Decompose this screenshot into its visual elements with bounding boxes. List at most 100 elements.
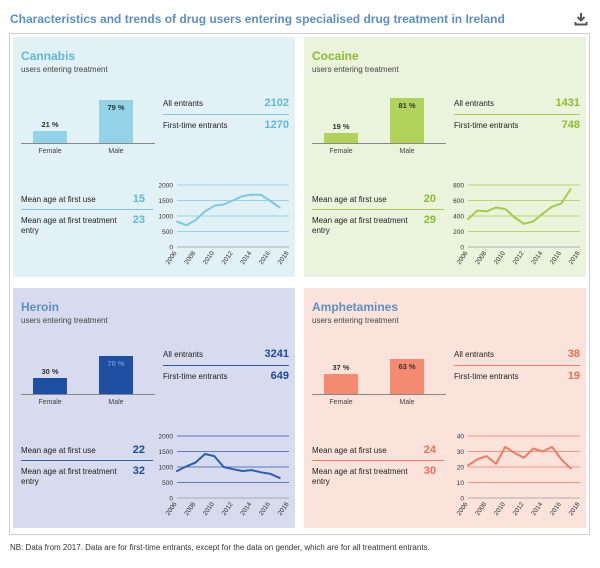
- data-point: [542, 450, 544, 453]
- gender-axis: [312, 143, 446, 144]
- gender-axis: [312, 394, 446, 395]
- data-point: [251, 194, 253, 196]
- y-tick-label: 30: [457, 449, 465, 456]
- first-time-entrants-label: First-time entrants: [163, 372, 228, 381]
- mean-age-first-treatment-value: 23: [132, 214, 145, 226]
- data-point: [195, 461, 197, 463]
- drug-subtitle: users entering treatment: [21, 65, 108, 74]
- mean-age-first-treatment-label-line2: entry: [312, 226, 330, 235]
- male-percent-label: 81 %: [398, 101, 416, 111]
- x-tick-label: 2006: [165, 250, 179, 266]
- x-tick-label: 2014: [239, 501, 253, 517]
- data-point: [486, 455, 488, 457]
- data-point: [241, 195, 243, 197]
- data-point: [514, 452, 516, 454]
- data-point: [495, 206, 497, 209]
- data-point: [570, 467, 572, 470]
- data-point: [269, 200, 271, 202]
- female-percent-label: 37 %: [332, 362, 350, 372]
- mean-age-first-treatment-label: Mean age at first treatment: [21, 216, 117, 225]
- x-tick-label: 2012: [221, 250, 235, 266]
- age-divider: [21, 209, 153, 210]
- female-bar: [33, 131, 67, 143]
- data-point: [560, 203, 562, 205]
- download-icon[interactable]: [572, 10, 590, 28]
- y-tick-label: 1000: [159, 465, 174, 472]
- all-entrants-value: 38: [567, 348, 580, 360]
- mean-age-first-use-label: Mean age at first use: [312, 446, 387, 455]
- female-bar: [33, 377, 67, 394]
- panel-amphetamines: Amphetamines users entering treatment 37 %…: [304, 288, 586, 528]
- male-bar: [390, 98, 424, 143]
- mean-age-first-treatment-label: Mean age at first treatment: [21, 467, 117, 476]
- female-percent-label: 30 %: [41, 366, 59, 376]
- mean-age-first-treatment-label-line2: entry: [21, 477, 39, 486]
- data-point: [467, 218, 469, 220]
- x-tick-label: 2014: [530, 501, 544, 517]
- y-tick-label: 400: [453, 214, 464, 221]
- x-tick-label: 2018: [568, 250, 582, 266]
- series-line: [176, 453, 281, 479]
- data-point: [204, 453, 206, 455]
- data-point: [467, 464, 469, 467]
- first-time-entrants-value: 1270: [264, 119, 289, 131]
- trend-line-chart: 0 500 1000 1500 2000 2006 2008 2010 2012 2014 2016…: [159, 183, 291, 266]
- panel-cannabis: Cannabis users entering treatment 21 % 79 %…: [13, 37, 295, 277]
- y-tick-label: 500: [162, 229, 173, 236]
- y-tick-label: 600: [453, 198, 464, 205]
- female-category-label: Female: [329, 148, 353, 155]
- x-tick-label: 2010: [202, 250, 216, 266]
- mean-age-first-use-value: 20: [423, 193, 436, 205]
- mean-age-first-use-value: 22: [132, 444, 145, 456]
- x-tick-label: 2012: [221, 501, 235, 517]
- drug-name: Cannabis: [21, 49, 76, 63]
- data-point: [176, 470, 178, 472]
- mean-age-first-treatment-label: Mean age at first treatment: [312, 216, 408, 225]
- female-category-label: Female: [329, 399, 353, 406]
- data-point: [570, 188, 572, 190]
- x-tick-label: 2014: [239, 250, 253, 266]
- data-point: [260, 194, 262, 196]
- data-point: [279, 477, 281, 479]
- female-category-label: Female: [38, 399, 62, 406]
- all-entrants-label: All entrants: [163, 350, 204, 359]
- drug-name: Cocaine: [312, 49, 359, 63]
- mean-age-first-treatment-label-line2: entry: [312, 477, 330, 486]
- first-time-entrants-label: First-time entrants: [454, 121, 519, 130]
- x-tick-label: 2018: [568, 501, 582, 517]
- y-tick-label: 800: [453, 183, 464, 190]
- x-tick-label: 2010: [493, 250, 507, 266]
- data-point: [195, 219, 197, 221]
- x-tick-label: 2012: [512, 250, 526, 266]
- mean-age-first-treatment-value: 29: [423, 214, 436, 226]
- male-percent-label: 79 %: [107, 102, 125, 112]
- male-bar: [99, 99, 133, 143]
- y-tick-label: 500: [162, 480, 173, 487]
- first-time-entrants-label: First-time entrants: [163, 121, 228, 130]
- data-point: [523, 223, 525, 225]
- data-point: [176, 220, 178, 223]
- trend-line-chart: 0 10 20 30 40 2006 2008 2010 2012 2014 2016 2018: [456, 434, 582, 517]
- y-tick-label: 0: [460, 245, 464, 252]
- data-point: [213, 455, 215, 457]
- panel-heroin: Heroin users entering treatment 30 % 70 % Fe…: [13, 288, 295, 528]
- x-tick-label: 2016: [258, 501, 272, 517]
- drug-subtitle: users entering treatment: [21, 316, 108, 325]
- first-time-entrants-value: 649: [270, 370, 289, 382]
- header: Characteristics and trends of drug users…: [10, 10, 590, 30]
- x-tick-label: 2014: [530, 250, 544, 266]
- y-tick-label: 0: [169, 496, 173, 503]
- data-point: [232, 468, 234, 470]
- x-tick-label: 2006: [456, 250, 470, 266]
- data-point: [269, 473, 271, 475]
- data-point: [241, 470, 243, 472]
- series-line: [176, 193, 281, 227]
- male-percent-label: 70 %: [107, 358, 125, 368]
- x-tick-label: 2018: [277, 501, 291, 517]
- gender-axis: [21, 143, 155, 144]
- data-point: [532, 447, 534, 449]
- x-tick-label: 2010: [493, 501, 507, 517]
- mean-age-first-use-value: 24: [423, 444, 436, 456]
- panel-cocaine: Cocaine users entering treatment 19 % 81 % F…: [304, 37, 586, 277]
- drug-name: Heroin: [21, 300, 60, 314]
